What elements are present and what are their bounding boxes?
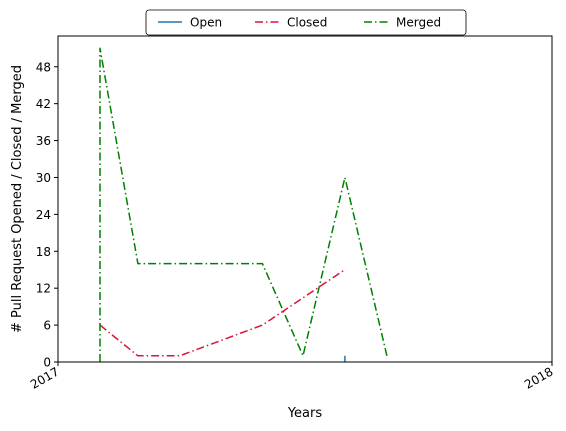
y-tick-label: 36 — [36, 134, 51, 148]
y-axis-ticks: 0 6 12 18 24 30 36 42 48 — [36, 60, 58, 370]
legend-label-open: Open — [190, 16, 222, 30]
y-tick-label: 18 — [36, 245, 51, 259]
x-axis-label: Years — [287, 406, 323, 421]
series-line-closed — [99, 269, 346, 357]
legend: Open Closed Merged — [145, 9, 467, 36]
axes-layer — [57, 35, 553, 363]
legend-frame — [145, 9, 467, 36]
y-tick-label: 48 — [36, 60, 51, 74]
series-line-merged — [99, 47, 388, 362]
legend-label-closed: Closed — [287, 16, 327, 30]
y-tick-label: 30 — [36, 171, 51, 185]
legend-label-merged: Merged — [396, 16, 441, 30]
y-axis-label: # Pull Request Opened / Closed / Merged — [10, 65, 25, 333]
plot-frame — [57, 35, 553, 363]
y-tick-label: 6 — [43, 319, 51, 333]
series-layer — [99, 47, 388, 362]
x-axis-ticks: 2017 2018 — [28, 362, 556, 392]
y-tick-label: 42 — [36, 97, 51, 111]
y-tick-label: 12 — [36, 282, 51, 296]
y-tick-label: 0 — [43, 356, 51, 370]
y-tick-label: 24 — [36, 208, 51, 222]
x-tick-label: 2018 — [522, 364, 555, 391]
